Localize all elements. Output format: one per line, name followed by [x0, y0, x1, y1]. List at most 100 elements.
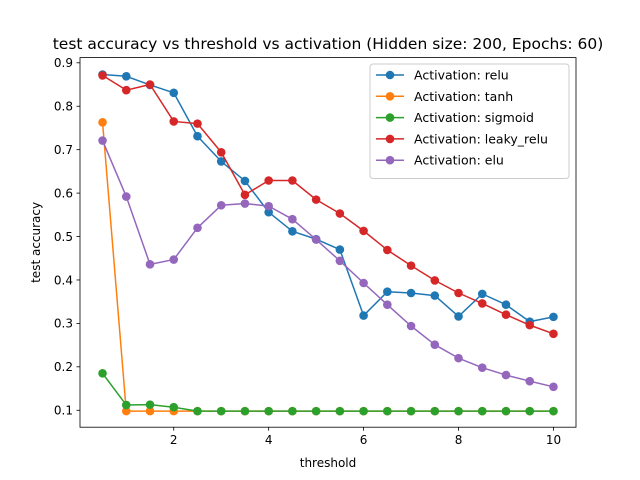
data-point — [454, 288, 463, 298]
legend-label: Activation: elu — [414, 153, 504, 168]
legend-label: Activation: relu — [414, 68, 509, 83]
series-line — [102, 73, 554, 323]
plot-frame — [79, 57, 577, 428]
legend-marker — [385, 155, 395, 165]
legend-label: Activation: leaky_relu — [414, 131, 548, 146]
x-tick-label: 8 — [455, 433, 463, 447]
data-point — [383, 287, 392, 296]
data-point — [335, 245, 345, 254]
y-tick-label: 0.9 — [54, 56, 73, 70]
data-point — [145, 406, 155, 416]
series-layer — [98, 70, 558, 416]
data-point — [430, 406, 440, 416]
data-point — [264, 201, 273, 211]
series-5 — [98, 136, 558, 392]
data-point — [406, 406, 416, 416]
data-point — [216, 200, 226, 210]
data-point — [477, 299, 487, 308]
legend: Activation: relu Activation: tanh Activati… — [369, 63, 570, 179]
legend-item: Activation: tanh — [376, 89, 513, 104]
data-point — [145, 260, 155, 269]
data-point — [145, 80, 155, 89]
legend-label: Activation: tanh — [414, 89, 513, 104]
legend-label: Activation: sigmoid — [414, 110, 534, 125]
data-point — [477, 406, 487, 416]
data-point — [501, 300, 511, 310]
data-point — [121, 192, 131, 201]
legend-marker — [385, 92, 395, 101]
data-point — [430, 291, 440, 300]
data-point — [311, 195, 321, 204]
chart-title: test accuracy vs threshold vs activation… — [53, 35, 604, 53]
data-point — [477, 363, 487, 372]
data-point — [121, 400, 131, 410]
data-point — [169, 88, 179, 98]
data-point — [549, 382, 558, 392]
data-point — [501, 310, 511, 320]
data-point — [549, 312, 558, 322]
data-point — [121, 85, 131, 95]
legend-item: Activation: elu — [376, 153, 504, 168]
y-axis: 0.1 0.2 0.3 0.4 0.5 0.6 0.7 0.8 0.9 — [54, 56, 80, 418]
data-point — [501, 370, 511, 380]
legend-marker — [385, 134, 395, 144]
data-point — [169, 117, 179, 126]
legend-item: Activation: leaky_relu — [376, 131, 548, 146]
data-point — [383, 406, 392, 416]
data-point — [121, 71, 131, 81]
series-3 — [98, 369, 558, 416]
data-point — [549, 329, 558, 339]
legend-frame — [369, 63, 570, 179]
data-point — [240, 176, 250, 186]
data-point — [359, 406, 368, 416]
data-point — [359, 311, 368, 320]
data-point — [454, 406, 463, 416]
data-point — [193, 131, 202, 141]
data-point — [264, 207, 273, 217]
data-point — [288, 214, 297, 224]
data-point — [169, 402, 179, 412]
data-point — [501, 406, 511, 416]
data-point — [240, 190, 250, 200]
data-point — [169, 255, 179, 264]
data-point — [311, 406, 321, 416]
data-point — [240, 406, 250, 416]
data-point — [288, 176, 297, 185]
data-point — [549, 406, 558, 416]
legend-marker — [385, 113, 395, 122]
data-point — [216, 406, 226, 416]
data-point — [359, 226, 368, 236]
data-point — [240, 199, 250, 208]
data-point — [216, 157, 226, 166]
data-point — [406, 261, 416, 270]
data-point — [193, 119, 202, 128]
data-point — [98, 118, 107, 127]
legend-item: Activation: sigmoid — [376, 110, 534, 125]
data-point — [98, 369, 107, 378]
y-tick-label: 0.1 — [54, 404, 73, 418]
y-tick-label: 0.5 — [54, 230, 73, 244]
data-point — [383, 245, 392, 255]
data-point — [525, 376, 535, 386]
data-point — [145, 400, 155, 409]
data-point — [288, 406, 297, 416]
y-tick-label: 0.7 — [54, 143, 73, 157]
data-point — [335, 209, 345, 218]
y-tick-label: 0.3 — [54, 317, 73, 331]
data-point — [193, 223, 202, 233]
y-tick-label: 0.8 — [54, 100, 73, 114]
x-axis-label: threshold — [300, 456, 357, 470]
data-point — [406, 288, 416, 298]
series-4 — [98, 71, 558, 339]
data-point — [383, 300, 392, 310]
data-point — [406, 321, 416, 331]
data-point — [454, 353, 463, 363]
data-point — [264, 176, 273, 185]
y-axis-label: test accuracy — [29, 202, 43, 283]
data-point — [264, 406, 273, 416]
data-point — [216, 147, 226, 157]
x-axis: 2 4 6 8 10 — [170, 427, 561, 447]
data-point — [454, 312, 463, 321]
data-point — [477, 289, 487, 299]
data-point — [193, 406, 202, 416]
